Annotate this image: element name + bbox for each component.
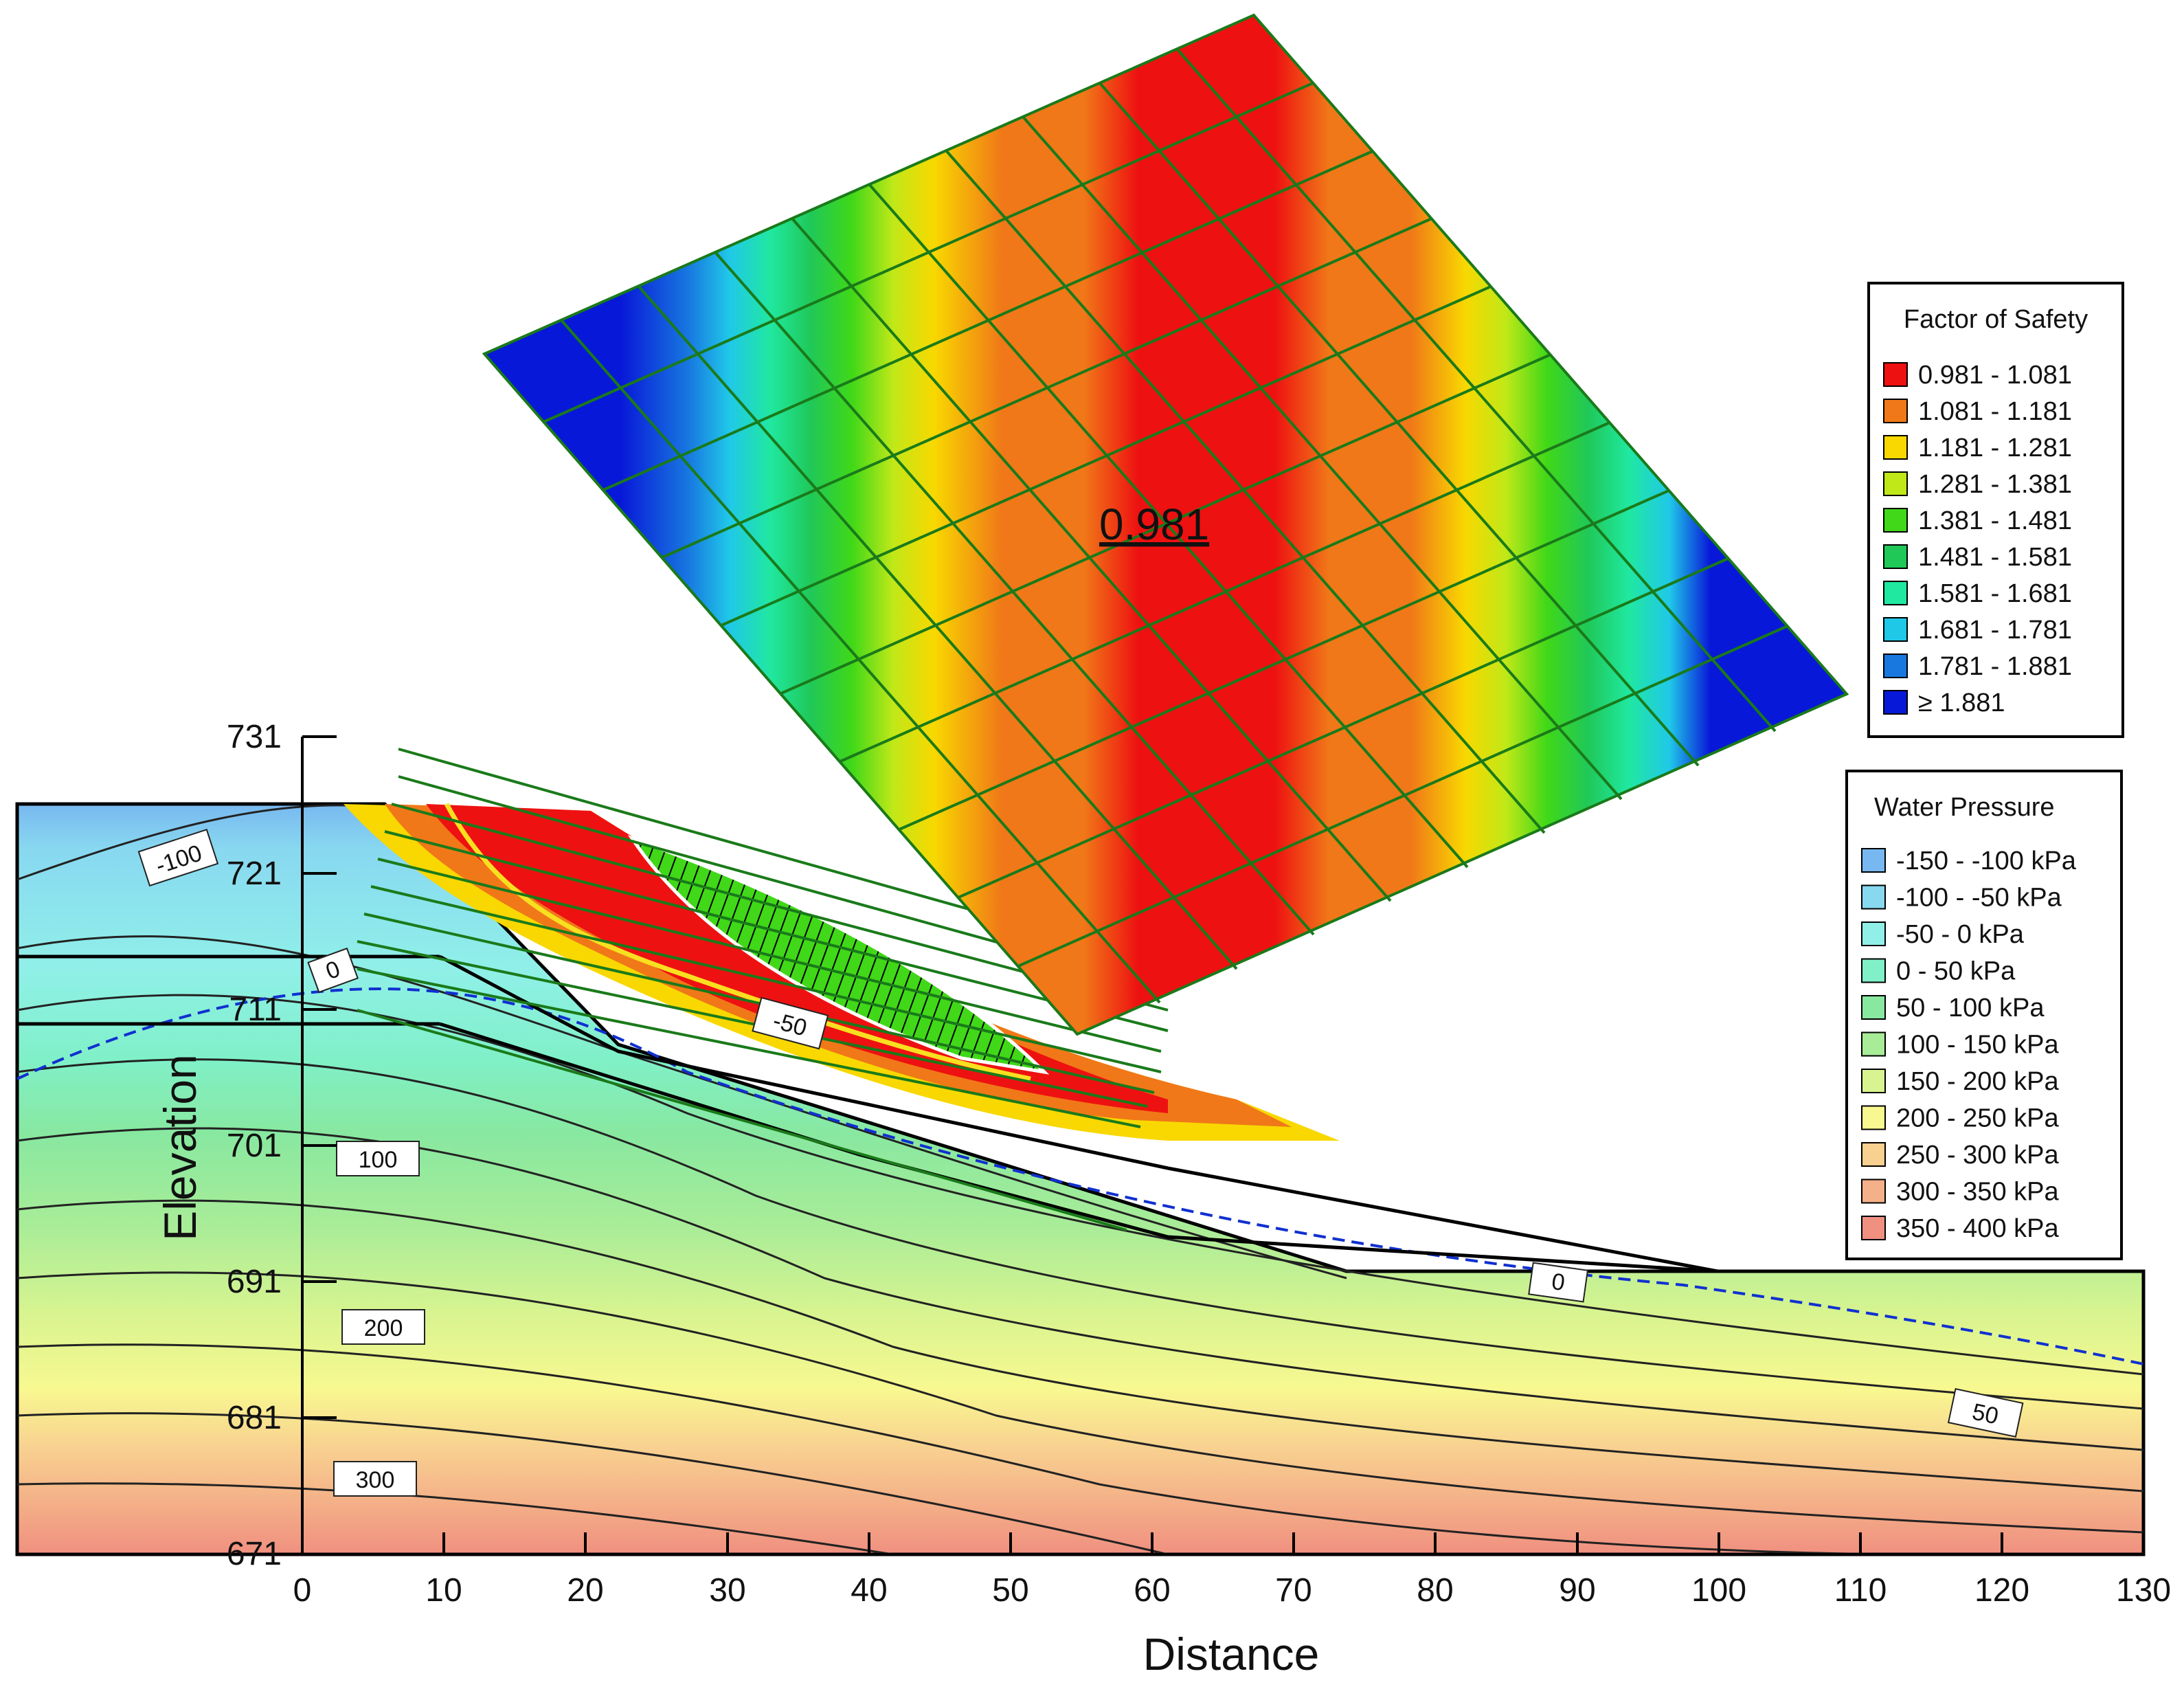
x-axis: 0 10 20 30 40 50 60 70 80 90 100 110 120… xyxy=(293,1532,2171,1679)
y-tick-label: 731 xyxy=(227,719,282,755)
x-tick-label: 120 xyxy=(1974,1572,2029,1609)
y-tick-label: 671 xyxy=(227,1536,282,1572)
legend-swatch xyxy=(1883,617,1908,642)
legend-label: 50 - 100 kPa xyxy=(1896,994,2045,1023)
legend-label: 1.781 - 1.881 xyxy=(1918,652,2072,681)
x-tick-label: 70 xyxy=(1275,1572,1311,1609)
contour-label: 300 xyxy=(356,1467,395,1493)
legend-label: 1.381 - 1.481 xyxy=(1918,506,2072,535)
contour-labels: -100 0 -50 100 200 300 0 50 xyxy=(137,829,2024,1497)
x-tick-label: 0 xyxy=(293,1572,312,1609)
legend-label: 350 - 400 kPa xyxy=(1896,1214,2059,1243)
x-tick-label: 10 xyxy=(425,1572,462,1609)
legend-label: 0.981 - 1.081 xyxy=(1918,361,2072,390)
legend-swatch xyxy=(1883,399,1908,423)
legend-label: 1.481 - 1.581 xyxy=(1918,543,2072,572)
legend-label: 300 - 350 kPa xyxy=(1896,1178,2059,1207)
legend-swatch xyxy=(1861,1069,1886,1093)
legend-swatch xyxy=(1883,508,1908,533)
legend-label: 150 - 200 kPa xyxy=(1896,1067,2059,1096)
legend-swatch xyxy=(1883,690,1908,715)
legend-swatch xyxy=(1883,653,1908,678)
legend-swatch xyxy=(1861,848,1886,873)
legend-swatch xyxy=(1861,1105,1886,1130)
x-tick-label: 80 xyxy=(1417,1572,1453,1609)
y-axis: 731 721 711 701 691 681 671 Elevation xyxy=(155,719,337,1572)
x-tick-label: 20 xyxy=(567,1572,603,1609)
legend-label: 1.281 - 1.381 xyxy=(1918,470,2072,499)
contour-label: 100 xyxy=(359,1147,398,1173)
legend-swatch xyxy=(1861,995,1886,1020)
legend-label: ≥ 1.881 xyxy=(1918,689,2005,717)
x-tick-label: 50 xyxy=(992,1572,1028,1609)
legend-label: 0 - 50 kPa xyxy=(1896,957,2016,986)
x-tick-label: 30 xyxy=(709,1572,745,1609)
x-tick-label: 60 xyxy=(1134,1572,1170,1609)
legend-swatch xyxy=(1883,362,1908,387)
y-tick-label: 691 xyxy=(227,1264,282,1300)
legend-label: 1.681 - 1.781 xyxy=(1918,616,2072,645)
x-tick-label: 100 xyxy=(1691,1572,1746,1609)
x-tick-label: 130 xyxy=(2116,1572,2171,1609)
x-tick-label: 90 xyxy=(1559,1572,1595,1609)
y-tick-label: 711 xyxy=(229,992,282,1028)
minimum-factor-of-safety: 0.981 xyxy=(1099,500,1209,549)
contour-label: 50 xyxy=(1970,1398,2001,1429)
legend-swatch xyxy=(1861,1178,1886,1204)
water-pressure-legend: Water Pressure -150 - -100 kPa -100 - -50… xyxy=(1845,770,2123,1260)
legend-swatch xyxy=(1861,884,1886,910)
legend-swatch xyxy=(1861,1142,1886,1167)
legend-swatch xyxy=(1861,1031,1886,1057)
contour-label: 200 xyxy=(364,1315,403,1341)
water-pressure-field xyxy=(15,802,2146,1556)
wp-legend-title: Water Pressure xyxy=(1874,793,2055,822)
legend-label: 1.081 - 1.181 xyxy=(1918,397,2072,426)
legend-label: -100 - -50 kPa xyxy=(1896,884,2062,913)
legend-swatch xyxy=(1861,921,1886,946)
legend-swatch xyxy=(1883,471,1908,496)
legend-swatch xyxy=(1883,544,1908,569)
legend-label: 1.581 - 1.681 xyxy=(1918,579,2072,608)
factor-of-safety-legend: Factor of Safety 0.981 - 1.081 1.081 - 1.… xyxy=(1867,282,2124,738)
legend-swatch xyxy=(1883,435,1908,460)
legend-label: 200 - 250 kPa xyxy=(1896,1104,2059,1133)
factor-of-safety-grid xyxy=(482,13,1849,1036)
x-axis-title: Distance xyxy=(1143,1629,1320,1679)
legend-label: 100 - 150 kPa xyxy=(1896,1031,2059,1060)
legend-label: -50 - 0 kPa xyxy=(1896,920,2025,949)
legend-label: -150 - -100 kPa xyxy=(1896,847,2077,875)
fos-legend-title: Factor of Safety xyxy=(1904,305,2088,334)
legend-label: 1.181 - 1.281 xyxy=(1918,434,2072,462)
y-tick-label: 681 xyxy=(227,1400,282,1436)
y-axis-title: Elevation xyxy=(155,1054,205,1241)
y-tick-label: 701 xyxy=(227,1128,282,1164)
x-tick-label: 110 xyxy=(1834,1572,1887,1609)
legend-swatch xyxy=(1861,1216,1886,1240)
legend-swatch xyxy=(1861,958,1886,983)
legend-label: 250 - 300 kPa xyxy=(1896,1141,2059,1170)
legend-swatch xyxy=(1883,581,1908,605)
y-tick-label: 721 xyxy=(227,856,282,892)
x-tick-label: 40 xyxy=(851,1572,887,1609)
